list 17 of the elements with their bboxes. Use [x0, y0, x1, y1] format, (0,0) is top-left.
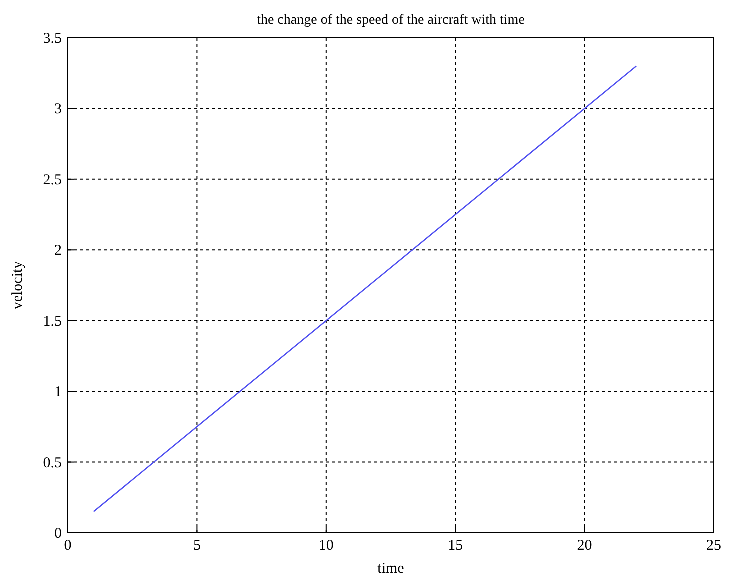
x-tick-label: 5 [193, 538, 201, 554]
y-tick-label: 3 [54, 102, 62, 118]
y-axis-title: velocity [10, 260, 26, 310]
x-tick-label: 10 [318, 538, 334, 554]
y-tick-label: 0.5 [43, 455, 62, 472]
x-tick-label: 25 [706, 538, 722, 554]
y-tick-label: 1.5 [43, 314, 62, 330]
y-tick-label: 2.5 [43, 172, 62, 188]
y-tick-label: 2 [54, 243, 62, 260]
y-tick-label: 3.5 [43, 31, 62, 47]
y-tick-label: 1 [54, 384, 62, 401]
chart-title: the change of the speed of the aircraft with time [257, 13, 525, 28]
x-tick-label: 20 [577, 538, 592, 554]
line-series [93, 66, 638, 512]
y-tick-label: 0 [54, 526, 62, 542]
x-tick-label: 15 [448, 538, 464, 554]
x-axis-title: time [378, 561, 405, 577]
